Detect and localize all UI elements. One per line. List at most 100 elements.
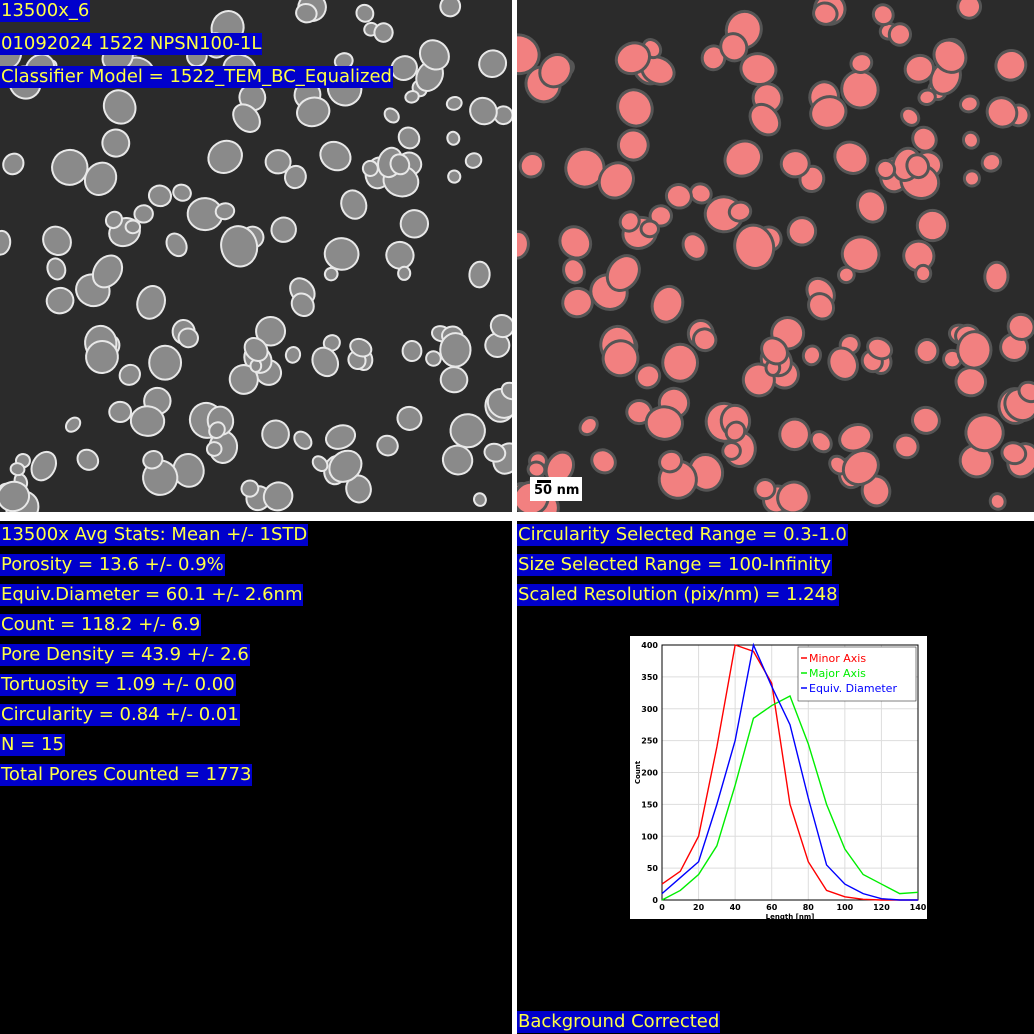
x-tick-label: 0 [659, 903, 665, 912]
label: Circularity = 0.84 +/- 0.01 [0, 704, 240, 726]
pore-mask [903, 109, 918, 124]
pore [323, 237, 360, 271]
pore [284, 164, 307, 190]
pore [208, 421, 226, 440]
pore [243, 337, 269, 362]
legend-label: Minor Axis [809, 652, 866, 665]
pore-mask [967, 416, 1002, 450]
x-axis-label: Length [nm] [766, 913, 815, 919]
label: Pore Density = 43.9 +/- 2.6 [0, 644, 250, 666]
pore-mask [840, 268, 853, 282]
pore [147, 184, 173, 208]
pore [83, 161, 118, 196]
label: Circularity Selected Range = 0.3-1.0 [517, 524, 848, 546]
pore-mask [684, 235, 705, 258]
pore [319, 140, 352, 172]
pore-mask [529, 463, 544, 476]
legend-label: Major Axis [809, 667, 866, 680]
pore-mask [917, 341, 937, 362]
pore-mask [647, 408, 682, 438]
pore [51, 148, 89, 186]
pore-mask [961, 446, 992, 476]
x-tick-label: 20 [693, 903, 705, 912]
pore-mask [858, 192, 885, 221]
pore-mask [564, 289, 591, 316]
pore [376, 434, 399, 457]
y-tick-label: 400 [641, 641, 658, 650]
pore-mask [917, 266, 930, 281]
pore [483, 442, 507, 463]
pore [469, 96, 498, 126]
pore [142, 450, 164, 470]
pore-mask [724, 444, 739, 458]
label: Classifier Model = 1522_TEM_BC_Equalized [0, 66, 393, 88]
y-axis-label: Count [634, 760, 642, 784]
pore [447, 169, 462, 184]
pore-mask [874, 6, 892, 24]
pore [328, 449, 363, 483]
pore [261, 419, 290, 449]
pore [324, 424, 357, 450]
pore-mask [521, 154, 542, 176]
pore [102, 89, 137, 125]
pore-mask [651, 207, 671, 225]
pore [284, 345, 302, 364]
label: Total Pores Counted = 1773 [0, 764, 253, 786]
pore-mask [581, 418, 596, 434]
pore-mask [751, 105, 779, 134]
pore [439, 332, 472, 368]
pore [311, 455, 329, 473]
pore [129, 405, 166, 437]
pore-mask [727, 423, 744, 440]
pore [172, 183, 192, 202]
pore [439, 0, 462, 18]
y-tick-label: 150 [641, 800, 658, 809]
pore [228, 364, 259, 395]
pore-mask [661, 452, 681, 471]
pore [290, 292, 315, 318]
pore-mask [547, 453, 573, 483]
pore [0, 229, 12, 256]
pore-mask [756, 481, 774, 498]
pore [124, 219, 142, 235]
label: N = 15 [0, 734, 65, 756]
pore [311, 346, 340, 378]
pore [133, 204, 154, 224]
pore-mask [959, 0, 980, 17]
pore-mask [763, 339, 786, 363]
pore-mask [812, 98, 845, 127]
pore [85, 340, 119, 374]
pore-mask [517, 232, 527, 257]
pore-mask [914, 128, 935, 150]
pore-mask [619, 91, 651, 125]
pore [425, 350, 442, 367]
pore-mask [844, 451, 877, 484]
footer-label: Background Corrected [517, 1011, 721, 1033]
x-tick-label: 40 [730, 903, 742, 912]
pore [449, 413, 486, 449]
pore [165, 232, 188, 258]
pore [101, 128, 131, 158]
pore [177, 327, 199, 349]
pore [0, 480, 31, 512]
pore [446, 130, 461, 146]
pore [464, 152, 483, 169]
pore [46, 257, 67, 281]
pore-mask [869, 339, 891, 358]
pore-mask [815, 4, 836, 23]
pore-mask [779, 483, 808, 512]
pore [445, 95, 463, 111]
series-line [661, 644, 918, 901]
histogram-chart: 0 50 100 150 200 250 300 350 400 0 20 40 60 80 100 120 1… [630, 636, 927, 919]
label: Porosity = 13.6 +/- 0.9% [0, 554, 225, 576]
pore [118, 363, 141, 386]
pore [9, 462, 26, 477]
pore [399, 209, 430, 239]
legend-label: Equiv. Diameter [809, 682, 897, 695]
pore-mask [991, 495, 1004, 508]
pore-mask [918, 211, 947, 240]
label: Scaled Resolution (pix/nm) = 1.248 [517, 584, 839, 606]
pore [478, 49, 508, 79]
pore [355, 3, 375, 23]
pore-mask [643, 58, 673, 83]
